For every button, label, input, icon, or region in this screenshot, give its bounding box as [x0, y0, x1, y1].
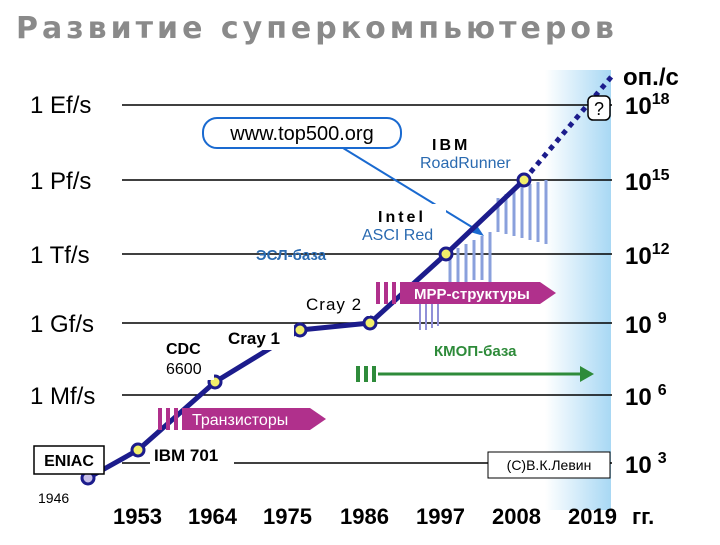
left-level-label: 1 Tf/s	[30, 242, 90, 269]
mpp-label: MPP-структуры	[414, 286, 530, 303]
callout-arrowhead	[470, 224, 484, 236]
eniac-label-box	[33, 445, 105, 475]
ibm-label-box	[418, 132, 518, 174]
ibm701-label: IBM 701	[154, 446, 218, 465]
first-year-label: 1946	[38, 490, 69, 506]
ibm-label: IBM	[432, 137, 470, 154]
year-label: 2019	[568, 504, 617, 529]
roadrunner-label: RoadRunner	[420, 155, 511, 172]
node-cray1	[292, 322, 308, 338]
year-unit-label: гг.	[632, 504, 654, 529]
year-label: 1997	[416, 504, 465, 529]
intel-label: Intel	[378, 209, 426, 226]
transistors-label: Транзисторы	[192, 412, 288, 429]
question-box	[587, 95, 611, 121]
node-cray2	[362, 315, 378, 331]
ecl-label: ЭСЛ-база	[256, 247, 327, 264]
cdc-label-box	[164, 336, 214, 380]
year-label: 1964	[188, 504, 238, 529]
right-level-label: 1018	[625, 91, 670, 120]
copyright-box	[487, 451, 611, 479]
copyright-text: (С)В.К.Левин	[507, 457, 592, 473]
left-level-label: 1 Mf/s	[30, 383, 95, 410]
year-label: 1953	[113, 504, 162, 529]
mpp-arrow: MPP-структуры	[376, 282, 556, 304]
left-level-labels: 1 Ef/s 1 Pf/s 1 Tf/s 1 Gf/s 1 Mf/s	[30, 92, 95, 410]
right-level-label: 1012	[625, 241, 670, 270]
future-region	[545, 70, 611, 510]
right-level-label: 10 3	[625, 450, 667, 479]
cray1-label: Cray 1	[228, 329, 280, 348]
left-level-label: 1 Gf/s	[30, 311, 94, 338]
right-level-labels: 1018 1015 1012 10 9 10 6 10 3	[625, 91, 670, 479]
cray1-label-box	[224, 326, 294, 350]
cray2-label: Cray 2	[306, 295, 362, 314]
right-level-label: 1015	[625, 167, 670, 196]
asci-red-label: ASCI Red	[362, 227, 433, 244]
year-label: 1975	[263, 504, 312, 529]
transistors-arrow: Транзисторы	[158, 408, 326, 430]
callout-pointer	[329, 139, 481, 233]
right-level-label: 10 9	[625, 310, 667, 339]
ibm701-label-box	[150, 443, 234, 467]
year-axis: 1953 1964 1975 1986 1997 2008 2019 гг.	[113, 504, 654, 529]
intel-label-box	[356, 204, 446, 246]
cdc-6600-label: 6600	[166, 361, 202, 378]
left-level-label: 1 Ef/s	[30, 92, 91, 119]
top500-url: www.top500.org	[229, 123, 373, 145]
question-mark: ?	[594, 99, 604, 119]
eniac-label: ENIAC	[44, 453, 94, 470]
right-axis-title: оп./с	[623, 64, 679, 91]
left-level-label: 1 Pf/s	[30, 168, 91, 195]
cmos-label: КМОП-база	[434, 343, 517, 360]
cmos-arrow: КМОП-база	[356, 343, 594, 382]
top500-callout	[202, 117, 402, 149]
cray2-label-box	[300, 292, 370, 316]
node-ibm701	[130, 442, 146, 458]
node-asci-red	[438, 246, 454, 262]
node-roadrunner	[516, 172, 532, 188]
cdc-label: CDC	[166, 341, 201, 358]
year-label: 1986	[340, 504, 389, 529]
page-title: Развитие суперкомпьютеров	[16, 11, 618, 46]
forecast-line	[522, 74, 614, 182]
right-level-label: 10 6	[625, 382, 667, 411]
year-label: 2008	[492, 504, 541, 529]
